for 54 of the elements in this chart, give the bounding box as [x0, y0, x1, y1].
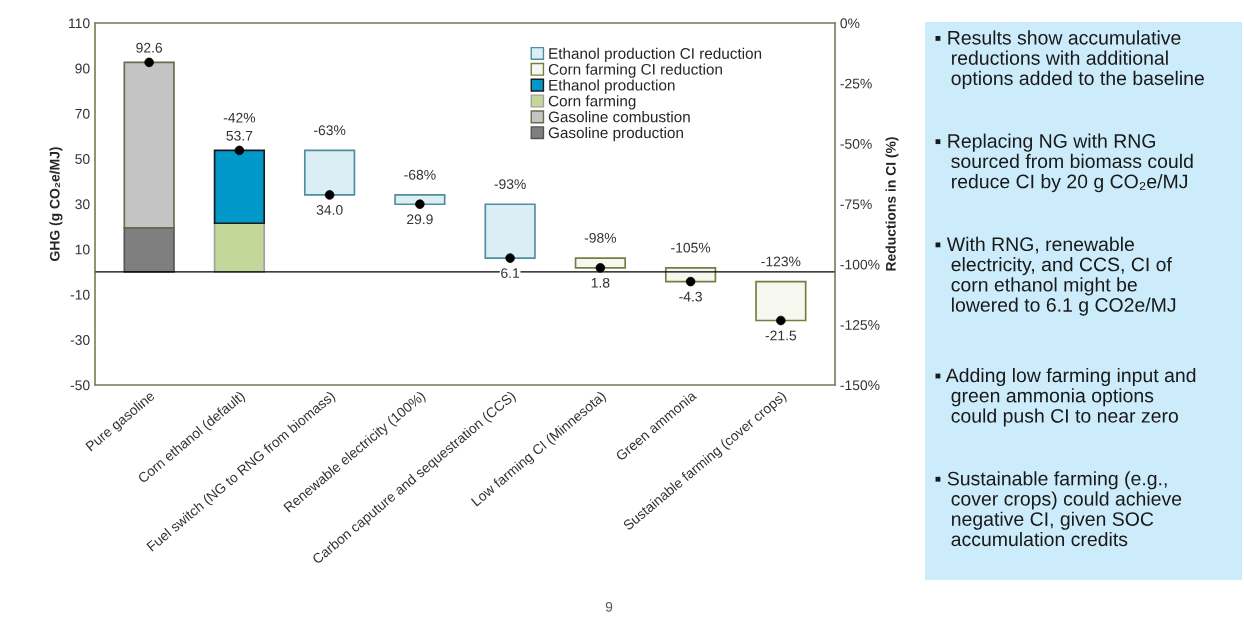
legend-label: Corn farming — [548, 95, 636, 110]
y2-axis-title: Reductions in CI (%) — [885, 137, 899, 271]
text: ▪ Sustainable farming (e.g., cover crops) could achieve negative CI, given SOC accumulation credits — [935, 471, 1182, 547]
legend-label: Gasoline production — [548, 126, 683, 142]
data-label: 92.6 — [136, 42, 163, 53]
annotation: -123% — [761, 256, 801, 267]
legend-label: Ethanol production CI reduction — [549, 47, 762, 62]
legend-label: Gasoline combustion — [548, 111, 690, 123]
bar — [303, 149, 356, 196]
annotation: -42% — [223, 112, 256, 123]
data-label: 34.0 — [316, 205, 343, 215]
data-label: 6.1 — [501, 268, 520, 278]
y2-tick-label: -100% — [840, 259, 880, 270]
y-tick-label: 90 — [75, 63, 90, 74]
annotation: -105% — [671, 242, 711, 253]
data-label: 29.9 — [407, 214, 433, 225]
y2-tick-label: -50% — [840, 139, 872, 149]
data-label: 1.8 — [591, 277, 610, 288]
legend-label: Corn farming CI reduction — [548, 63, 722, 78]
text: ▪ Results show accumulative reductions with additional options added to the baseline — [935, 30, 1204, 89]
data-label: 53.7 — [226, 130, 253, 141]
y2-tick-label: -125% — [840, 320, 880, 330]
bar — [574, 257, 627, 269]
text: 9 — [605, 601, 613, 612]
annotation: -93% — [494, 179, 526, 189]
text: ▪ With RNG, renewable electricity, and CCS, CI of corn ethanol might be lowered to 6.1 g CO2e/MJ — [935, 236, 1176, 316]
y2-tick-label: -75% — [840, 199, 872, 210]
y2-tick-label: -150% — [840, 380, 880, 391]
bar — [123, 226, 175, 273]
y2-tick-label: 0% — [840, 18, 860, 29]
annotation: -63% — [314, 125, 346, 136]
y-tick-label: 70 — [75, 108, 90, 119]
bar — [213, 222, 266, 273]
data-label: -21.5 — [765, 330, 797, 341]
data-label: -4.3 — [679, 291, 702, 302]
y-tick-label: -50 — [70, 380, 90, 391]
y-tick-label: 110 — [69, 18, 90, 29]
text: ▪ Replacing NG with RNG sourced from biomass could reduce CI by 20 g CO₂e/MJ — [935, 133, 1193, 193]
y-axis-title: GHG (g CO₂e/MJ) — [49, 147, 63, 261]
annotation: -98% — [584, 232, 617, 243]
bar — [394, 194, 446, 206]
y-tick-label: -30 — [70, 335, 90, 345]
bar — [755, 280, 807, 322]
y-tick-label: -10 — [70, 289, 90, 300]
bar — [123, 61, 175, 229]
y-tick-label: 10 — [75, 244, 90, 255]
y-tick-label: 30 — [75, 199, 90, 210]
text: ▪ Adding low farming input and green ammonia options could push CI to near zero — [935, 367, 1196, 427]
y2-tick-label: -25% — [840, 78, 872, 89]
annotation: -68% — [404, 169, 436, 180]
legend-label: Ethanol production — [549, 79, 675, 94]
bar — [213, 149, 266, 225]
y-tick-label: 50 — [75, 154, 90, 164]
bar — [484, 203, 536, 259]
